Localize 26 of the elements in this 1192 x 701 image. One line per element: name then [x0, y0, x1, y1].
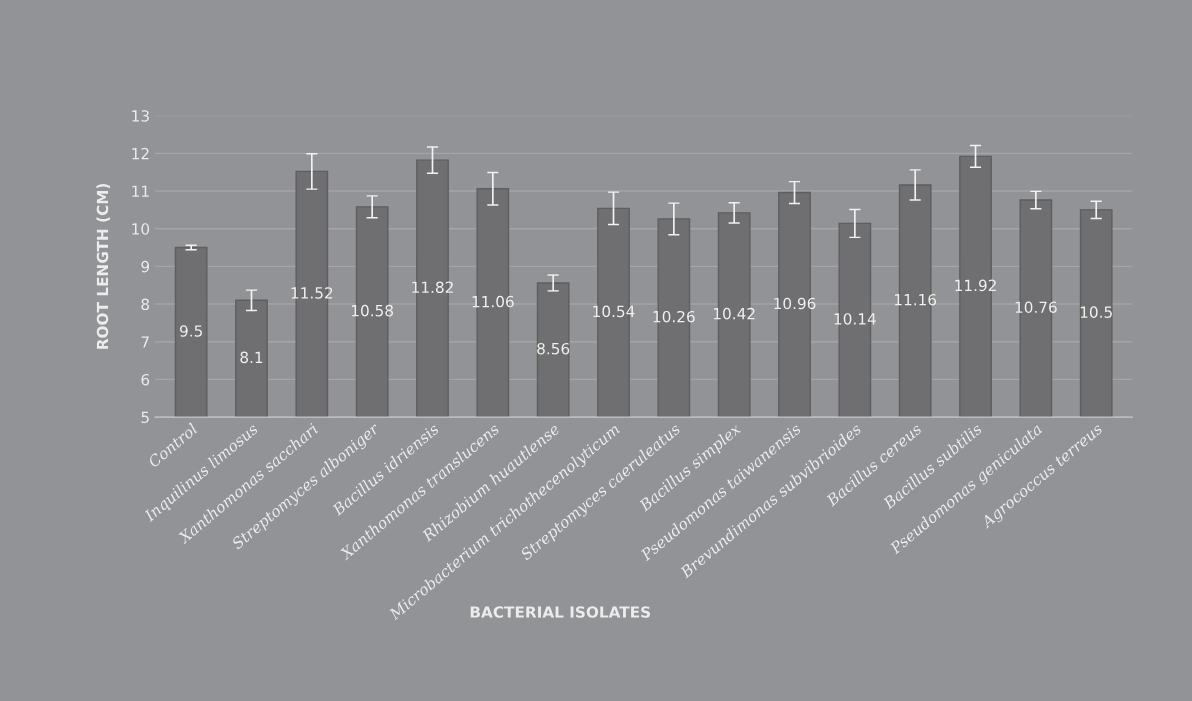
- data-label: 11.16: [895, 293, 937, 306]
- data-label: 8.1: [240, 351, 263, 364]
- data-label: 11.82: [412, 281, 453, 294]
- data-label: 8.56: [537, 342, 570, 355]
- y-tick-label: 7: [141, 336, 149, 348]
- y-tick-label: 13: [132, 110, 149, 122]
- data-label: 11.06: [472, 295, 514, 308]
- y-tick-label: 10: [132, 223, 150, 235]
- data-label: 10.14: [834, 313, 876, 325]
- data-label: 10.26: [653, 310, 695, 323]
- y-tick-label: 9: [141, 260, 150, 273]
- data-label: 10.42: [713, 307, 755, 320]
- data-label: 10.58: [351, 304, 393, 317]
- y-tick-label: 6: [141, 373, 150, 386]
- data-label: 9.5: [179, 325, 202, 337]
- data-label: 11.52: [291, 287, 333, 299]
- data-label: 10.5: [1080, 306, 1112, 318]
- y-axis-title: ROOT LENGTH (CM): [96, 183, 111, 349]
- data-label: 11.92: [955, 279, 996, 292]
- data-label: 10.54: [593, 305, 635, 318]
- y-tick-label: 12: [132, 147, 149, 160]
- data-label: 10.96: [774, 297, 816, 310]
- data-label: 10.76: [1015, 301, 1057, 314]
- y-tick-label: 5: [141, 411, 149, 424]
- y-tick-label: 8: [141, 298, 150, 311]
- y-tick-label: 11: [132, 185, 149, 197]
